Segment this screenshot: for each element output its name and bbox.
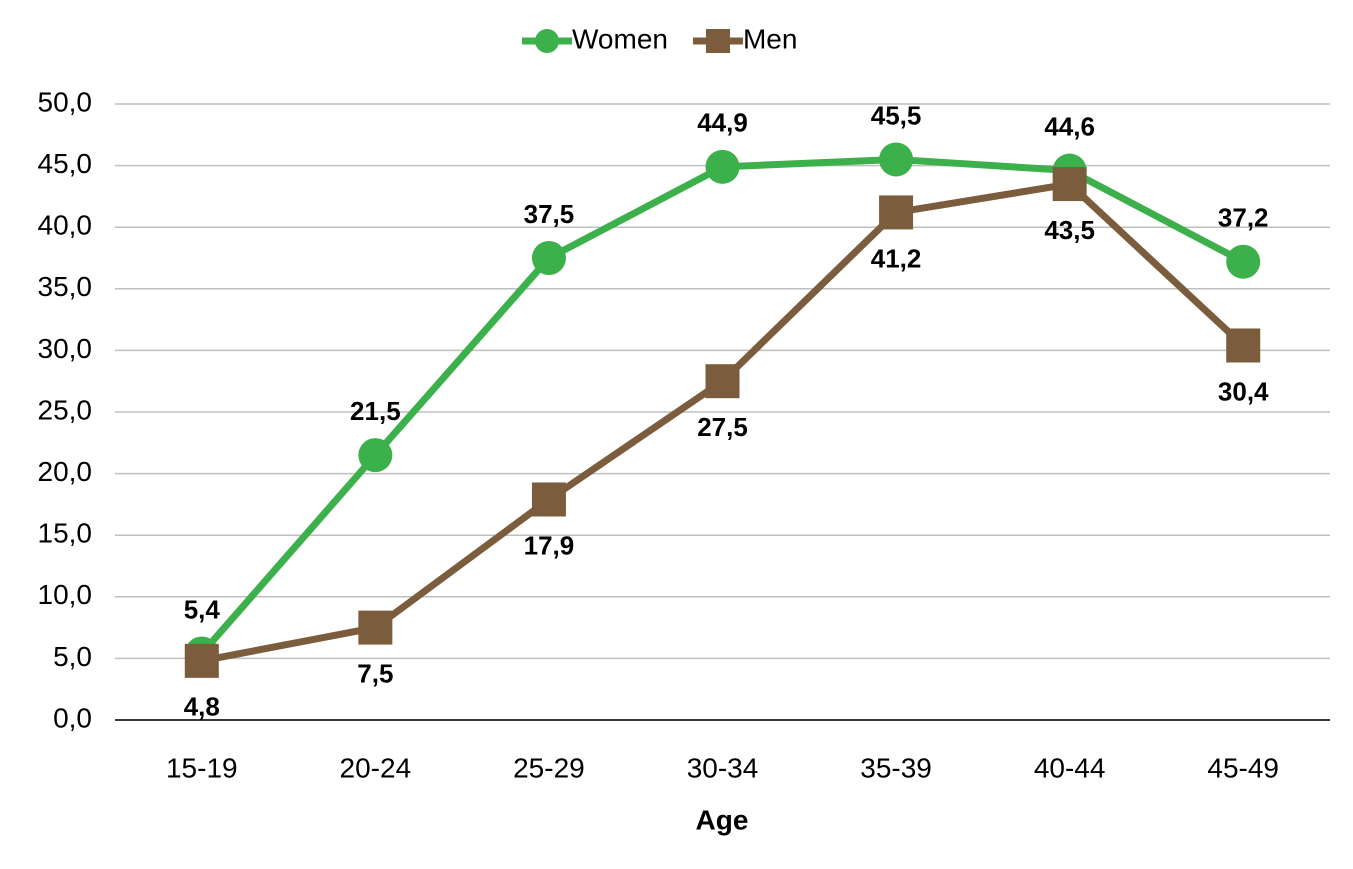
legend-label: Men — [743, 23, 797, 54]
marker — [879, 195, 914, 230]
marker — [1226, 328, 1261, 363]
value-label: 44,9 — [697, 108, 748, 138]
value-label: 7,5 — [357, 658, 393, 688]
y-tick-label: 25,0 — [38, 394, 93, 425]
value-label: 41,2 — [871, 243, 922, 273]
x-tick-label: 25-29 — [513, 752, 585, 783]
value-label: 27,5 — [697, 412, 748, 442]
legend-label: Women — [572, 23, 668, 54]
x-tick-label: 40-44 — [1034, 752, 1106, 783]
value-label: 4,8 — [184, 692, 220, 722]
value-label: 17,9 — [524, 530, 575, 560]
y-tick-label: 10,0 — [38, 579, 93, 610]
marker — [531, 241, 566, 275]
marker — [184, 643, 219, 678]
y-tick-label: 5,0 — [53, 641, 92, 672]
y-tick-label: 40,0 — [38, 210, 93, 241]
x-tick-label: 45-49 — [1207, 752, 1279, 783]
value-label: 37,5 — [524, 199, 575, 229]
marker — [531, 482, 566, 517]
y-tick-label: 20,0 — [38, 456, 93, 487]
y-tick-label: 30,0 — [38, 333, 93, 364]
marker — [705, 364, 740, 399]
legend-marker — [705, 29, 730, 53]
value-label: 5,4 — [184, 594, 221, 624]
value-label: 45,5 — [871, 100, 922, 130]
x-tick-label: 20-24 — [340, 752, 412, 783]
y-tick-label: 15,0 — [38, 518, 93, 549]
marker — [358, 438, 393, 473]
y-tick-label: 45,0 — [38, 148, 93, 179]
x-tick-label: 30-34 — [687, 752, 759, 783]
marker — [705, 149, 740, 184]
x-tick-label: 15-19 — [166, 752, 238, 783]
y-tick-label: 50,0 — [38, 86, 93, 117]
value-label: 44,6 — [1044, 111, 1095, 141]
x-axis-title: Age — [696, 804, 749, 835]
marker — [358, 610, 393, 645]
y-tick-label: 0,0 — [53, 702, 92, 733]
value-label: 43,5 — [1044, 215, 1095, 245]
y-tick-label: 35,0 — [38, 271, 93, 302]
legend-marker — [535, 29, 559, 53]
marker — [879, 142, 914, 177]
x-tick-label: 35-39 — [860, 752, 932, 783]
marker — [1226, 244, 1261, 279]
value-label: 21,5 — [350, 396, 401, 426]
value-label: 30,4 — [1218, 376, 1269, 406]
marker — [1052, 167, 1087, 202]
value-label: 37,2 — [1218, 203, 1269, 233]
